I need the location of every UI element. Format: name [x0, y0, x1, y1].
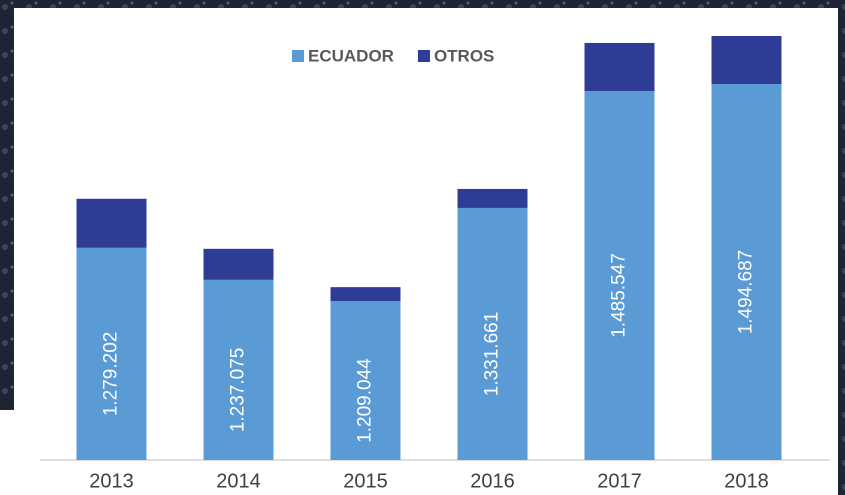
- plot-area-corner: [0, 410, 20, 495]
- bar-segment: [584, 90, 655, 460]
- plot-area: [14, 8, 838, 495]
- bar-segment: [76, 247, 147, 460]
- bar-segment: [457, 207, 528, 460]
- x-tick-label: 2016: [470, 470, 515, 492]
- bar-segment: [584, 42, 655, 91]
- bar-segment: [711, 36, 782, 85]
- x-tick-label: 2014: [216, 470, 261, 492]
- value-label: 1.494.687: [736, 250, 757, 335]
- bar-segment: [203, 279, 274, 460]
- legend-label: ECUADOR: [308, 46, 394, 65]
- value-label: 1.485.547: [609, 253, 630, 338]
- bar-segment: [457, 188, 528, 208]
- bar-segment: [330, 301, 401, 460]
- x-tick-label: 2018: [724, 470, 769, 492]
- value-label: 1.279.202: [101, 332, 122, 417]
- value-label: 1.209.044: [355, 358, 376, 443]
- x-tick-label: 2015: [343, 470, 388, 492]
- value-label: 1.331.661: [482, 312, 503, 397]
- bar-segment: [711, 84, 782, 461]
- bar-segment: [203, 248, 274, 280]
- x-tick-label: 2013: [89, 470, 134, 492]
- x-tick-label: 2017: [597, 470, 642, 492]
- bar-segment: [330, 287, 401, 302]
- value-label: 1.237.075: [228, 348, 249, 433]
- legend-label: OTROS: [434, 46, 494, 65]
- legend-swatch: [292, 50, 304, 62]
- legend: ECUADOR OTROS: [292, 46, 494, 65]
- bar-segment: [76, 198, 147, 248]
- legend-swatch: [417, 50, 430, 62]
